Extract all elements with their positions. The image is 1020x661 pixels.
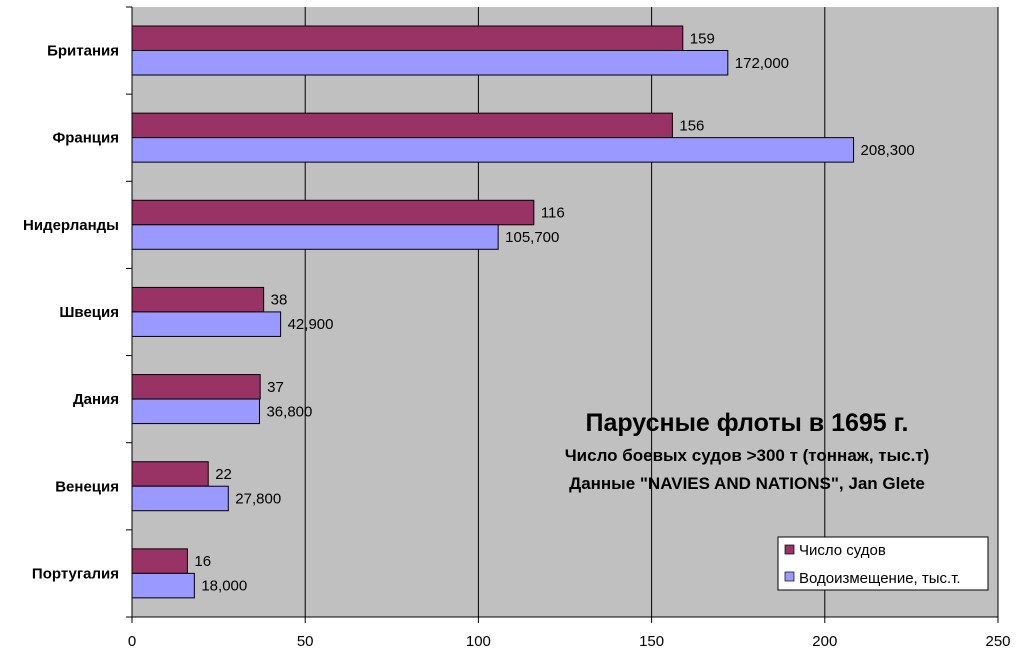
data-label: 16 (194, 553, 211, 570)
x-tick-label: 150 (639, 633, 664, 650)
x-tick-label: 250 (985, 633, 1010, 650)
x-tick-label: 0 (128, 633, 136, 650)
data-label: 116 (541, 205, 565, 222)
legend-label-displacement: Водоизмещение, тыс.т. (799, 570, 961, 587)
data-label: 42,900 (288, 316, 334, 333)
legend-label-ships: Число судов (799, 542, 886, 559)
x-tick-label: 50 (297, 633, 314, 650)
bar-ships (131, 199, 535, 226)
bar-displacement (131, 224, 499, 250)
data-label: 18,000 (201, 578, 247, 595)
data-label: 208,300 (861, 142, 915, 159)
category-label: Британия (47, 43, 119, 60)
bar-displacement (131, 311, 282, 337)
bar-ships (131, 374, 261, 400)
data-label: 105,700 (505, 229, 559, 246)
data-label: 156 (679, 117, 704, 134)
bar-ships (131, 112, 673, 139)
data-label: 37 (267, 379, 284, 396)
data-label: 38 (271, 292, 288, 309)
category-label: Дания (73, 391, 119, 408)
category-label: Португалия (32, 565, 119, 582)
bar-ships (131, 461, 209, 487)
x-tick-label: 100 (466, 633, 491, 650)
bar-displacement (131, 50, 729, 76)
category-label: Франция (52, 130, 119, 147)
chart-subtitle-1: Число боевых судов >300 т (тоннаж, тыс.т… (565, 446, 930, 465)
bar-displacement (131, 485, 229, 512)
bar-ships (131, 25, 684, 51)
bar-ships (131, 548, 188, 574)
data-label: 27,800 (235, 490, 281, 507)
legend: Число судов Водоизмещение, тыс.т. (777, 536, 989, 591)
category-label: Венеция (55, 478, 119, 495)
chart-title: Парусные флоты в 1695 г. (585, 409, 908, 437)
data-label: 159 (690, 30, 715, 47)
bar-displacement (131, 398, 260, 425)
data-label: 36,800 (266, 403, 312, 420)
legend-swatch-displacement (784, 571, 795, 582)
bar-displacement (131, 137, 855, 163)
category-label: Швеция (59, 304, 119, 321)
data-label: 22 (215, 466, 232, 483)
category-label: Нидерланды (23, 217, 119, 234)
bar-ships (131, 286, 265, 313)
x-tick-label: 200 (812, 633, 837, 650)
chart-subtitle-2: Данные "NAVIES AND NATIONS", Jan Glete (569, 474, 925, 493)
legend-swatch-ships (784, 544, 795, 555)
data-label: 172,000 (735, 55, 789, 72)
bar-displacement (131, 572, 195, 599)
